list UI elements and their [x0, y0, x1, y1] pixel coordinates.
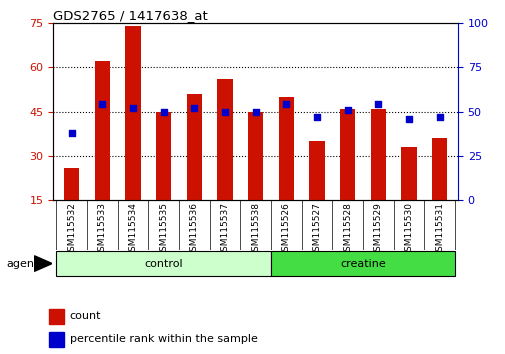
Point: [282, 102, 290, 107]
Bar: [400, 147, 416, 200]
Bar: [270, 251, 454, 276]
Bar: [64, 167, 79, 200]
Text: GSM115537: GSM115537: [220, 202, 229, 257]
Bar: [125, 26, 140, 200]
Bar: [217, 79, 232, 200]
Point: [159, 109, 167, 114]
Bar: [339, 109, 355, 200]
Point: [98, 102, 106, 107]
Point: [67, 130, 75, 136]
Point: [251, 109, 259, 114]
Text: GSM115528: GSM115528: [342, 202, 351, 257]
Polygon shape: [34, 256, 52, 271]
Text: GSM115538: GSM115538: [250, 202, 260, 257]
Text: GSM115536: GSM115536: [189, 202, 198, 257]
Point: [373, 102, 381, 107]
Point: [220, 109, 228, 114]
Bar: [431, 138, 446, 200]
Text: GSM115526: GSM115526: [281, 202, 290, 257]
Text: GSM115527: GSM115527: [312, 202, 321, 257]
Bar: [247, 112, 263, 200]
Text: GSM115534: GSM115534: [128, 202, 137, 257]
Point: [190, 105, 198, 111]
Bar: [156, 112, 171, 200]
Point: [435, 114, 443, 120]
Text: creatine: creatine: [339, 259, 385, 269]
Text: percentile rank within the sample: percentile rank within the sample: [70, 335, 257, 344]
Bar: [49, 309, 64, 324]
Text: GSM115531: GSM115531: [434, 202, 443, 257]
Point: [129, 105, 137, 111]
Text: agent: agent: [7, 259, 39, 269]
Bar: [56, 251, 270, 276]
Bar: [370, 109, 385, 200]
Bar: [309, 141, 324, 200]
Text: control: control: [144, 259, 182, 269]
Bar: [186, 94, 201, 200]
Point: [343, 107, 351, 113]
Bar: [49, 332, 64, 347]
Text: count: count: [70, 312, 101, 321]
Text: GSM115530: GSM115530: [403, 202, 413, 257]
Bar: [94, 61, 110, 200]
Bar: [278, 97, 293, 200]
Text: GDS2765 / 1417638_at: GDS2765 / 1417638_at: [53, 9, 208, 22]
Text: GSM115533: GSM115533: [97, 202, 107, 257]
Point: [404, 116, 412, 121]
Text: GSM115532: GSM115532: [67, 202, 76, 257]
Text: GSM115535: GSM115535: [159, 202, 168, 257]
Text: GSM115529: GSM115529: [373, 202, 382, 257]
Point: [312, 114, 320, 120]
